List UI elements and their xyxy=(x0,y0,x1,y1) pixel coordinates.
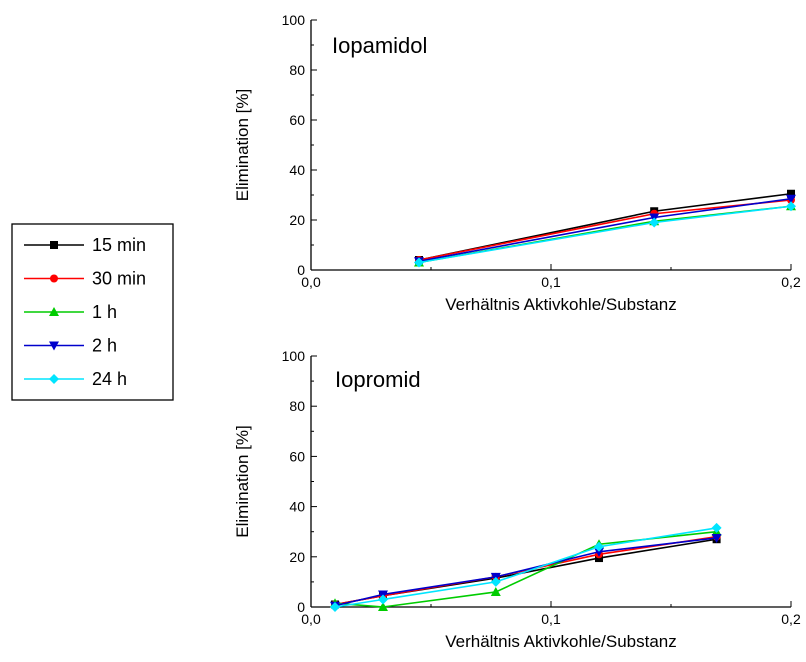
legend-entry-2-h: 2 h xyxy=(24,336,117,356)
legend-entry-30-min: 30 min xyxy=(24,269,146,289)
data-point xyxy=(711,522,722,533)
legend-label: 24 h xyxy=(92,369,127,389)
legend-label: 15 min xyxy=(92,235,146,255)
x-tick-label: 0,2 xyxy=(781,274,801,290)
x-axis-title: Verhältnis Aktivkohle/Substanz xyxy=(445,295,677,314)
data-point xyxy=(414,257,424,268)
data-point xyxy=(786,194,796,204)
x-tick-label: 0,0 xyxy=(301,611,321,627)
chart-panel-iopamidol: 0 20 40 60 80 100 0,0 0,1 0,2 Verhältnis Aktivkoh… xyxy=(233,12,801,314)
series-line xyxy=(334,527,717,608)
panel-title: Iopromid xyxy=(335,367,421,392)
chart-panel-iopromid: 0 20 40 60 80 100 0,0 0,1 0,2 Verhältnis Aktivkoh… xyxy=(233,348,801,651)
y-tick-label: 80 xyxy=(289,398,305,414)
series-1-h xyxy=(414,201,796,267)
data-point xyxy=(490,586,501,596)
y-tick-label: 0 xyxy=(297,599,305,615)
legend-marker xyxy=(49,341,59,351)
y-tick-label: 80 xyxy=(289,62,305,78)
series-24-h xyxy=(414,201,796,268)
data-point xyxy=(594,541,604,552)
legend-marker xyxy=(50,241,58,249)
series-line xyxy=(418,205,792,264)
y-tick-label: 40 xyxy=(289,162,305,178)
data-point xyxy=(330,602,340,612)
x-axis-title: Verhältnis Aktivkohle/Substanz xyxy=(445,632,677,651)
legend-label: 1 h xyxy=(92,302,117,322)
y-tick-label: 0 xyxy=(297,262,305,278)
x-tick-label: 0,2 xyxy=(781,611,801,627)
series-line xyxy=(418,205,792,264)
x-tick-label: 0,1 xyxy=(541,611,561,627)
data-point xyxy=(649,217,660,228)
panel-title: Iopamidol xyxy=(332,33,427,58)
data-point xyxy=(378,594,388,605)
data-point xyxy=(490,576,501,587)
y-tick-label: 40 xyxy=(289,499,305,515)
legend-entry-15-min: 15 min xyxy=(24,235,146,255)
legend-entry-1-h: 1 h xyxy=(24,302,117,322)
series-line xyxy=(334,535,717,606)
legend: 15 min 30 min 1 h 2 h 24 h xyxy=(11,223,174,401)
legend-label: 30 min xyxy=(92,269,146,289)
y-tick-label: 60 xyxy=(289,448,305,464)
legend-marker xyxy=(50,274,58,283)
x-tick-label: 0,1 xyxy=(541,274,561,290)
legend-marker xyxy=(49,374,59,384)
data-point xyxy=(786,201,796,212)
y-tick-label: 20 xyxy=(289,212,305,228)
y-axis-title: Elimination [%] xyxy=(233,425,252,537)
y-axis-title: Elimination [%] xyxy=(233,89,252,201)
data-point xyxy=(711,533,722,543)
data-point xyxy=(787,189,795,198)
y-tick-label: 100 xyxy=(282,348,306,364)
y-tick-label: 20 xyxy=(289,549,305,565)
legend-entry-24-h: 24 h xyxy=(24,369,127,389)
series-24-h xyxy=(330,522,722,612)
legend-marker xyxy=(49,307,59,316)
data-point xyxy=(378,602,388,611)
y-tick-label: 100 xyxy=(282,12,306,28)
legend-label: 2 h xyxy=(92,336,117,356)
y-tick-label: 60 xyxy=(289,112,305,128)
data-point xyxy=(594,547,604,557)
x-tick-label: 0,0 xyxy=(301,274,321,290)
